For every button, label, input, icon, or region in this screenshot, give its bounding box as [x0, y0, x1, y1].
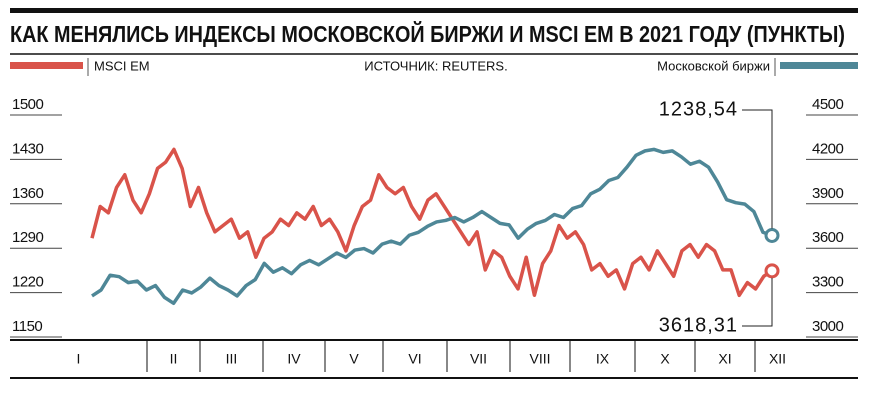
x-tick-label: IV: [287, 351, 301, 367]
y2-tick-label: 4200: [812, 140, 844, 157]
y2-tick-label: 3300: [812, 274, 844, 291]
legend-swatch: [780, 62, 858, 69]
end-marker: [764, 263, 780, 279]
annotation: 3618,31: [659, 314, 738, 336]
legend-label: MSCI EM: [94, 58, 150, 73]
y-tick-label: 1150: [12, 318, 42, 335]
x-tick-label: VII: [470, 351, 487, 367]
x-tick-label: IX: [596, 351, 610, 367]
line-series: [91, 147, 773, 306]
annotation: 1238,54: [659, 98, 738, 120]
x-tick-label: II: [170, 351, 178, 367]
line-series: [90, 147, 773, 298]
y2-tick-label: 3600: [812, 229, 844, 246]
x-tick-label: V: [349, 351, 359, 367]
source: ИСТОЧНИК: REUTERS.: [364, 58, 507, 73]
y-tick-label: 1220: [12, 274, 44, 291]
y-tick-label: 1290: [12, 229, 44, 246]
x-tick-label: VI: [408, 351, 421, 367]
x-tick-label: X: [660, 351, 670, 367]
y-tick-label: 1360: [12, 185, 44, 202]
x-tick-label: XII: [769, 351, 786, 367]
y2-tick-label: 3000: [812, 318, 844, 335]
end-marker: [764, 227, 780, 243]
y-tick-label: 1500: [12, 96, 44, 113]
x-tick-label: III: [226, 351, 238, 367]
leader-line: [742, 109, 773, 229]
legend-label: Московской биржи: [657, 58, 770, 73]
top-bar: [10, 8, 858, 13]
x-tick-label: I: [77, 351, 81, 367]
y2-tick-label: 3900: [812, 185, 844, 202]
leader-line: [742, 277, 773, 327]
x-tick-label: XI: [718, 351, 731, 367]
y-tick-label: 1430: [12, 140, 44, 157]
legend-swatch: [10, 62, 83, 69]
x-tick-label: VIII: [529, 351, 550, 367]
y2-tick-label: 4500: [812, 96, 844, 113]
chart-title: КАК МЕНЯЛИСЬ ИНДЕКСЫ МОСКОВСКОЙ БИРЖИ И …: [10, 20, 845, 47]
